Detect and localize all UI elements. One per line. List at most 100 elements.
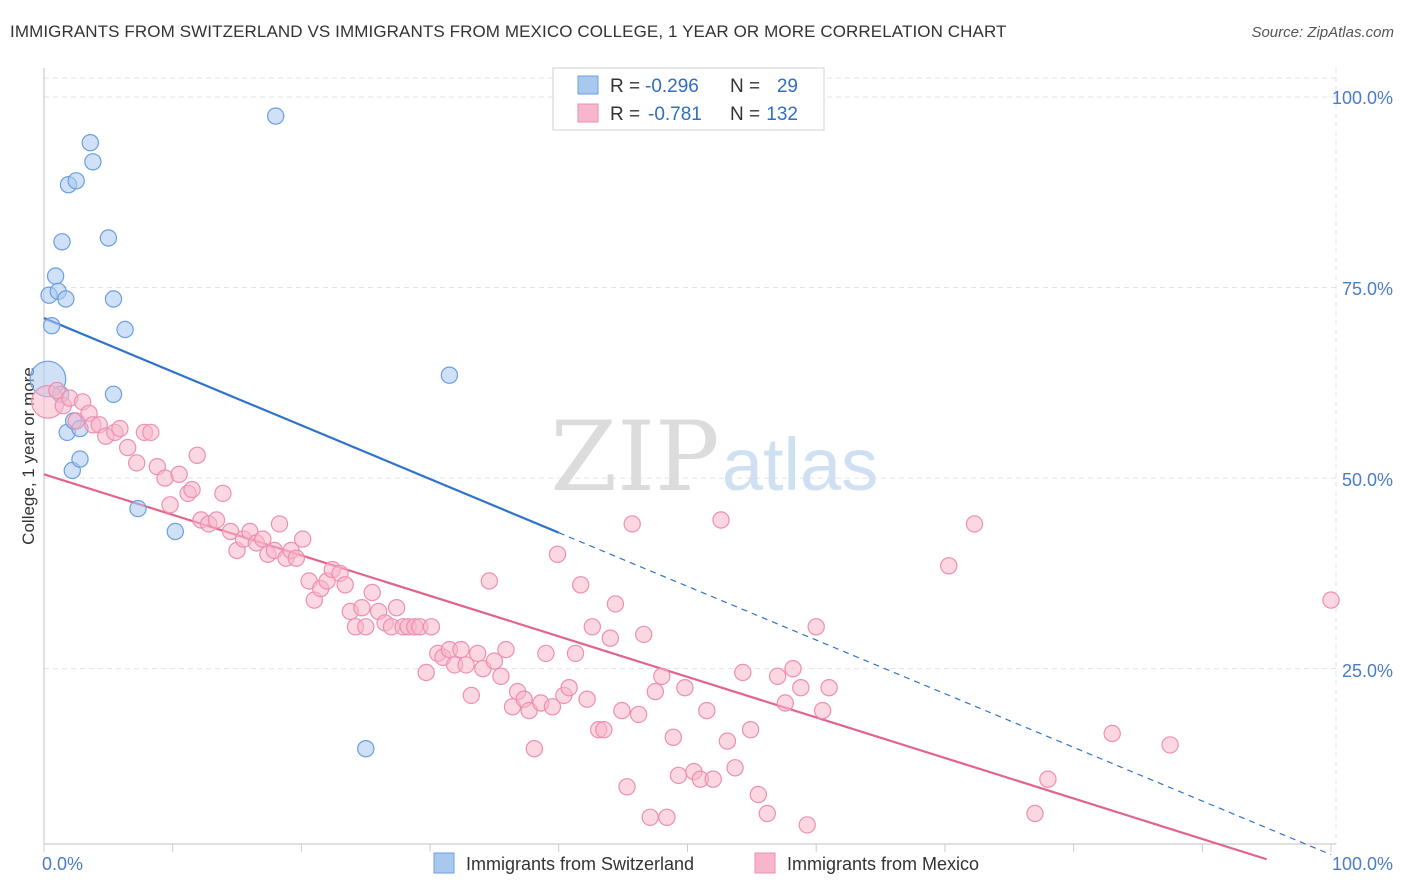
grid	[44, 68, 1337, 844]
point-mexico-67	[457, 656, 475, 674]
stats-legend-r-value-switzerland: -0.296	[645, 76, 699, 97]
point-switzerland-15	[81, 133, 100, 152]
point-mexico-98	[635, 625, 653, 644]
point-mexico-88	[578, 690, 596, 708]
point-mexico-38	[287, 549, 305, 567]
stats-legend-n-value-mexico: 132	[766, 104, 798, 125]
stats-legend-r-label-switzerland: R =	[610, 76, 640, 97]
point-mexico-121	[798, 816, 816, 834]
y-tick-label-25: 25.0%	[1342, 661, 1393, 681]
x-axis-ticks	[43, 844, 1332, 852]
point-mexico-129	[1103, 724, 1121, 743]
point-mexico-97	[629, 705, 648, 724]
watermark: ZIP atlas	[550, 401, 878, 513]
point-mexico-125	[940, 557, 958, 575]
point-mexico-100	[646, 682, 665, 701]
y-tick-label-50: 50.0%	[1342, 470, 1393, 490]
trend-line-switzerland-extension	[558, 532, 1332, 856]
chart-source: Source: ZipAtlas.com	[1251, 24, 1394, 41]
point-mexico-95	[618, 778, 636, 796]
point-mexico-69	[469, 644, 487, 663]
stats-legend-swatch-switzerland	[577, 75, 599, 95]
x-tick-label-max: 100.0%	[1332, 854, 1393, 874]
point-mexico-104	[669, 766, 688, 785]
stats-legend-r-label-mexico: R =	[610, 104, 640, 125]
point-mexico-127	[1026, 804, 1044, 823]
point-mexico-61	[422, 618, 441, 636]
stats-legend-swatch-mexico	[577, 103, 599, 123]
y-tick-label-75: 75.0%	[1342, 279, 1393, 299]
x-tick-label-min: 0.0%	[42, 854, 83, 874]
point-switzerland-25	[440, 366, 459, 384]
point-mexico-68	[462, 686, 480, 705]
bottom-legend-swatch-switzerland	[433, 852, 455, 874]
point-mexico-101	[653, 667, 671, 686]
point-mexico-35	[270, 515, 289, 533]
point-mexico-85	[560, 679, 578, 697]
point-mexico-110	[712, 511, 730, 529]
point-mexico-112	[726, 759, 744, 777]
point-mexico-92	[601, 629, 620, 647]
watermark-zip: ZIP	[550, 401, 719, 513]
point-mexico-111	[718, 732, 737, 750]
point-switzerland-13	[71, 450, 89, 468]
stats-legend: R = -0.296 N = 29 R = -0.781 N = 132	[552, 67, 825, 131]
point-mexico-116	[758, 804, 777, 823]
point-mexico-118	[776, 694, 795, 712]
data-points	[29, 107, 1340, 834]
bottom-legend-label-mexico: Immigrants from Mexico	[787, 854, 979, 874]
point-mexico-94	[613, 701, 631, 720]
point-mexico-39	[294, 530, 312, 548]
point-mexico-11	[111, 419, 129, 438]
point-mexico-27	[221, 522, 240, 541]
point-mexico-19	[170, 465, 188, 483]
point-mexico-13	[127, 454, 146, 472]
point-switzerland-6	[53, 233, 71, 251]
bottom-legend-swatch-mexico	[754, 852, 776, 874]
point-switzerland-22	[166, 522, 184, 541]
chart-title: IMMIGRANTS FROM SWITZERLAND VS IMMIGRANT…	[10, 22, 1007, 41]
point-switzerland-16	[84, 153, 102, 171]
series-mexico	[31, 381, 1340, 834]
point-mexico-22	[188, 446, 206, 464]
point-mexico-73	[492, 667, 510, 686]
trend-line-switzerland	[43, 317, 560, 534]
point-mexico-12	[118, 438, 137, 457]
point-mexico-108	[698, 701, 716, 720]
point-mexico-109	[704, 770, 722, 788]
point-mexico-105	[676, 679, 694, 697]
point-mexico-122	[807, 618, 825, 636]
point-mexico-71	[480, 572, 498, 590]
point-mexico-126	[965, 515, 984, 533]
point-mexico-115	[749, 785, 768, 804]
point-mexico-51	[363, 583, 381, 602]
point-mexico-87	[572, 576, 590, 594]
point-mexico-81	[537, 644, 555, 663]
point-mexico-91	[595, 721, 613, 739]
y-axis: 25.0% 50.0% 75.0% 100.0% College, 1 year…	[19, 68, 1393, 844]
point-mexico-55	[387, 599, 406, 617]
bottom-legend-label-switzerland: Immigrants from Switzerland	[466, 854, 694, 874]
point-mexico-117	[768, 667, 787, 686]
point-switzerland-21	[129, 499, 147, 518]
point-switzerland-18	[104, 290, 123, 308]
point-mexico-66	[452, 640, 470, 659]
point-mexico-1	[48, 381, 66, 400]
point-mexico-49	[353, 599, 371, 617]
point-switzerland-2	[42, 317, 61, 335]
point-mexico-89	[583, 618, 602, 636]
point-mexico-114	[741, 721, 760, 739]
point-switzerland-23	[267, 107, 285, 125]
point-mexico-18	[161, 496, 179, 514]
stats-legend-n-label-switzerland: N =	[730, 76, 760, 97]
point-mexico-119	[784, 660, 802, 678]
point-switzerland-19	[104, 385, 123, 403]
point-mexico-93	[606, 595, 625, 613]
stats-legend-n-value-switzerland: 29	[777, 76, 798, 97]
point-mexico-123	[813, 701, 832, 720]
point-mexico-26	[214, 484, 232, 503]
point-mexico-120	[792, 679, 810, 697]
point-mexico-50	[357, 618, 375, 636]
point-mexico-83	[548, 545, 567, 564]
